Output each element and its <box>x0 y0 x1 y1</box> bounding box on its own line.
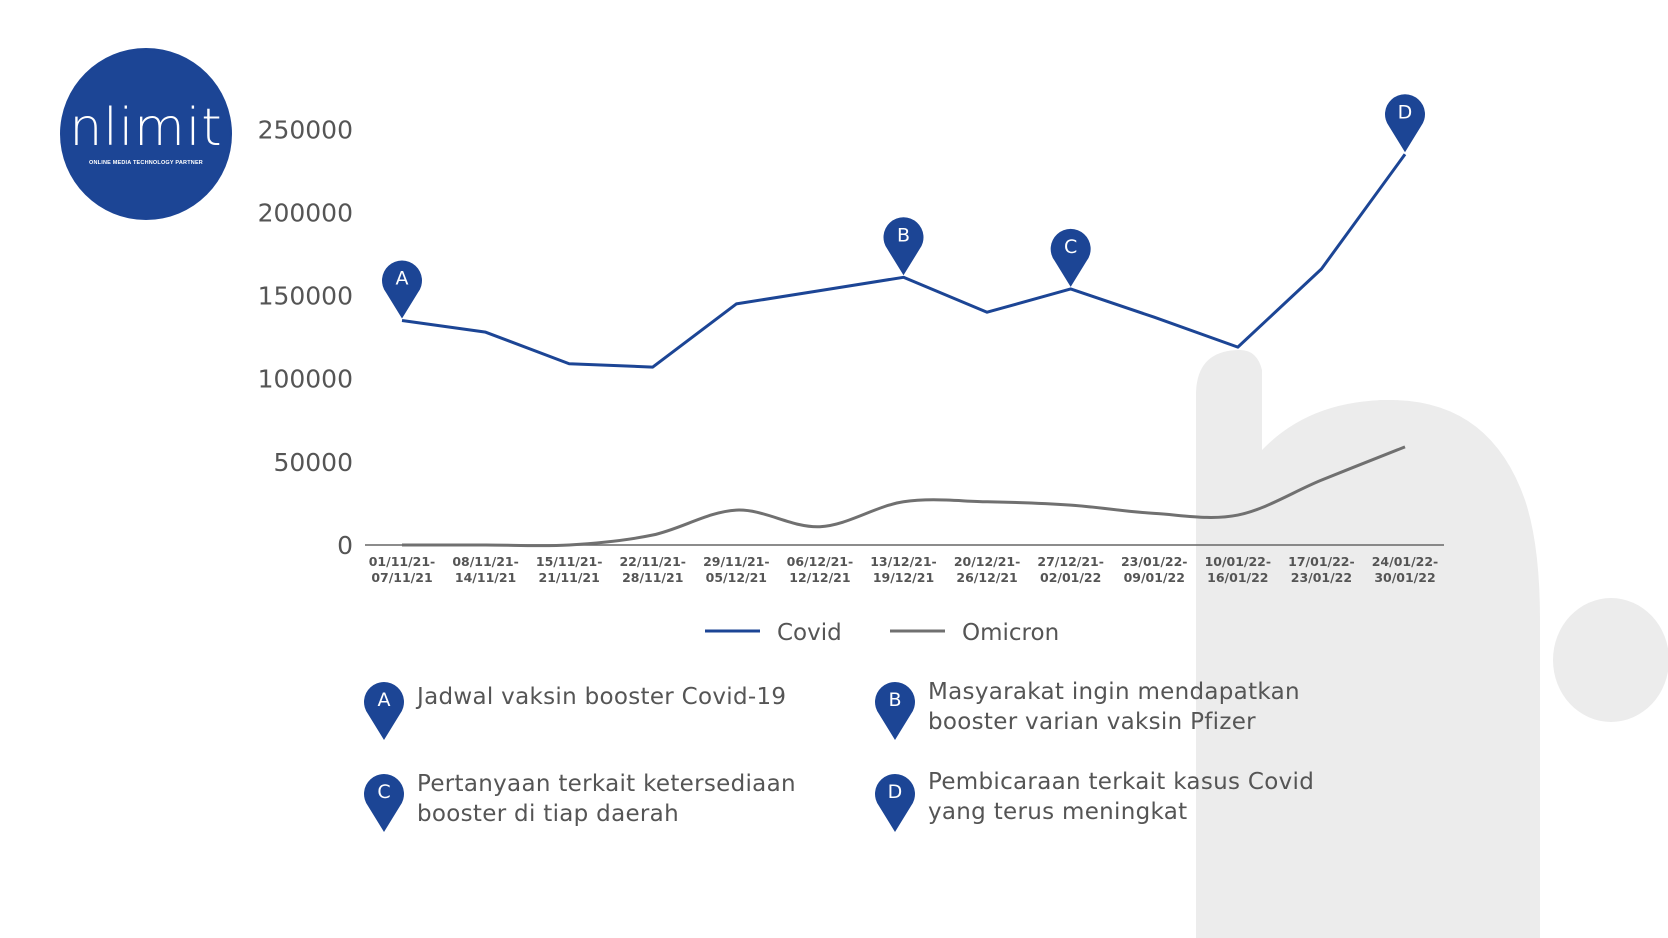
x-tick-label: 17/01/22- <box>1288 554 1355 569</box>
svg-text:C: C <box>377 781 390 803</box>
y-tick-label: 50000 <box>273 448 353 477</box>
x-tick-label: 08/11/21- <box>452 554 519 569</box>
y-tick-label: 0 <box>337 531 353 560</box>
x-tick-label: 06/12/21- <box>787 554 854 569</box>
x-tick-label: 07/11/21 <box>371 570 432 585</box>
logo-wordmark: nlimit <box>69 98 223 158</box>
x-tick-label: 23/01/22- <box>1121 554 1188 569</box>
note-c-text: Pertanyaan terkait ketersediaan booster … <box>417 771 796 827</box>
note-b: B Masyarakat ingin mendapatkan booster v… <box>874 678 1338 740</box>
note-a: A Jadwal vaksin booster Covid-19 <box>363 678 827 740</box>
legend-label-omicron: Omicron <box>962 620 1059 646</box>
svg-text:A: A <box>378 689 391 711</box>
marker-c-icon: C <box>364 774 404 832</box>
x-tick-label: 13/12/21- <box>870 554 937 569</box>
marker-b-icon: B <box>875 682 915 740</box>
x-tick-label: 23/01/22 <box>1291 570 1352 585</box>
svg-text:B: B <box>897 224 910 246</box>
note-a-text: Jadwal vaksin booster Covid-19 <box>417 684 787 710</box>
x-tick-label: 15/11/21- <box>536 554 603 569</box>
x-tick-label: 30/01/22 <box>1374 570 1435 585</box>
x-tick-label: 09/01/22 <box>1124 570 1185 585</box>
x-tick-label: 19/12/21 <box>873 570 934 585</box>
note-c: C Pertanyaan terkait ketersediaan booste… <box>363 770 827 832</box>
note-d-text: Pembicaraan terkait kasus Covid yang ter… <box>928 769 1315 825</box>
x-tick-label: 27/12/21- <box>1037 554 1104 569</box>
series-line-omicron <box>401 445 1406 548</box>
x-tick-label: 26/12/21 <box>956 570 1017 585</box>
x-tick-label: 10/01/22- <box>1205 554 1272 569</box>
x-tick-label: 16/01/22 <box>1207 570 1268 585</box>
marker-a-icon: A <box>364 682 404 740</box>
note-b-text: Masyarakat ingin mendapatkan booster var… <box>928 679 1300 735</box>
x-tick-label: 12/12/21 <box>789 570 850 585</box>
y-tick-label: 250000 <box>258 115 353 144</box>
x-tick-label: 20/12/21- <box>954 554 1021 569</box>
y-tick-label: 150000 <box>258 282 353 311</box>
x-tick-label: 24/01/22- <box>1372 554 1439 569</box>
chart-marker-c: C <box>1050 228 1091 287</box>
x-tick-label: 28/11/21 <box>622 570 683 585</box>
marker-d-icon: D <box>875 774 915 832</box>
legend-label-covid: Covid <box>777 620 842 646</box>
chart-marker-d: D <box>1385 94 1425 153</box>
logo-tagline: ONLINE MEDIA TECHNOLOGY PARTNER <box>89 160 203 166</box>
x-tick-label: 14/11/21 <box>455 570 516 585</box>
series-line-covid <box>401 153 1407 369</box>
x-tick-label: 21/11/21 <box>539 570 600 585</box>
y-tick-label: 100000 <box>258 365 353 394</box>
svg-text:D: D <box>1398 101 1413 123</box>
x-tick-label: 05/12/21 <box>706 570 767 585</box>
y-tick-label: 200000 <box>258 198 353 227</box>
chart-marker-a: A <box>382 260 422 319</box>
svg-text:B: B <box>888 689 901 711</box>
chart-marker-b: B <box>883 217 924 276</box>
x-tick-label: 01/11/21- <box>369 554 436 569</box>
note-d: D Pembicaraan terkait kasus Covid yang t… <box>874 769 1338 832</box>
svg-text:D: D <box>888 781 903 803</box>
nlimit-logo: nlimit ONLINE MEDIA TECHNOLOGY PARTNER <box>62 50 230 218</box>
x-tick-label: 02/01/22 <box>1040 570 1101 585</box>
svg-text:C: C <box>1064 236 1077 258</box>
x-tick-label: 22/11/21- <box>619 554 686 569</box>
svg-text:A: A <box>396 268 409 290</box>
x-tick-label: 29/11/21- <box>703 554 770 569</box>
line-chart: 05000010000015000020000025000001/11/21-0… <box>258 94 1444 646</box>
